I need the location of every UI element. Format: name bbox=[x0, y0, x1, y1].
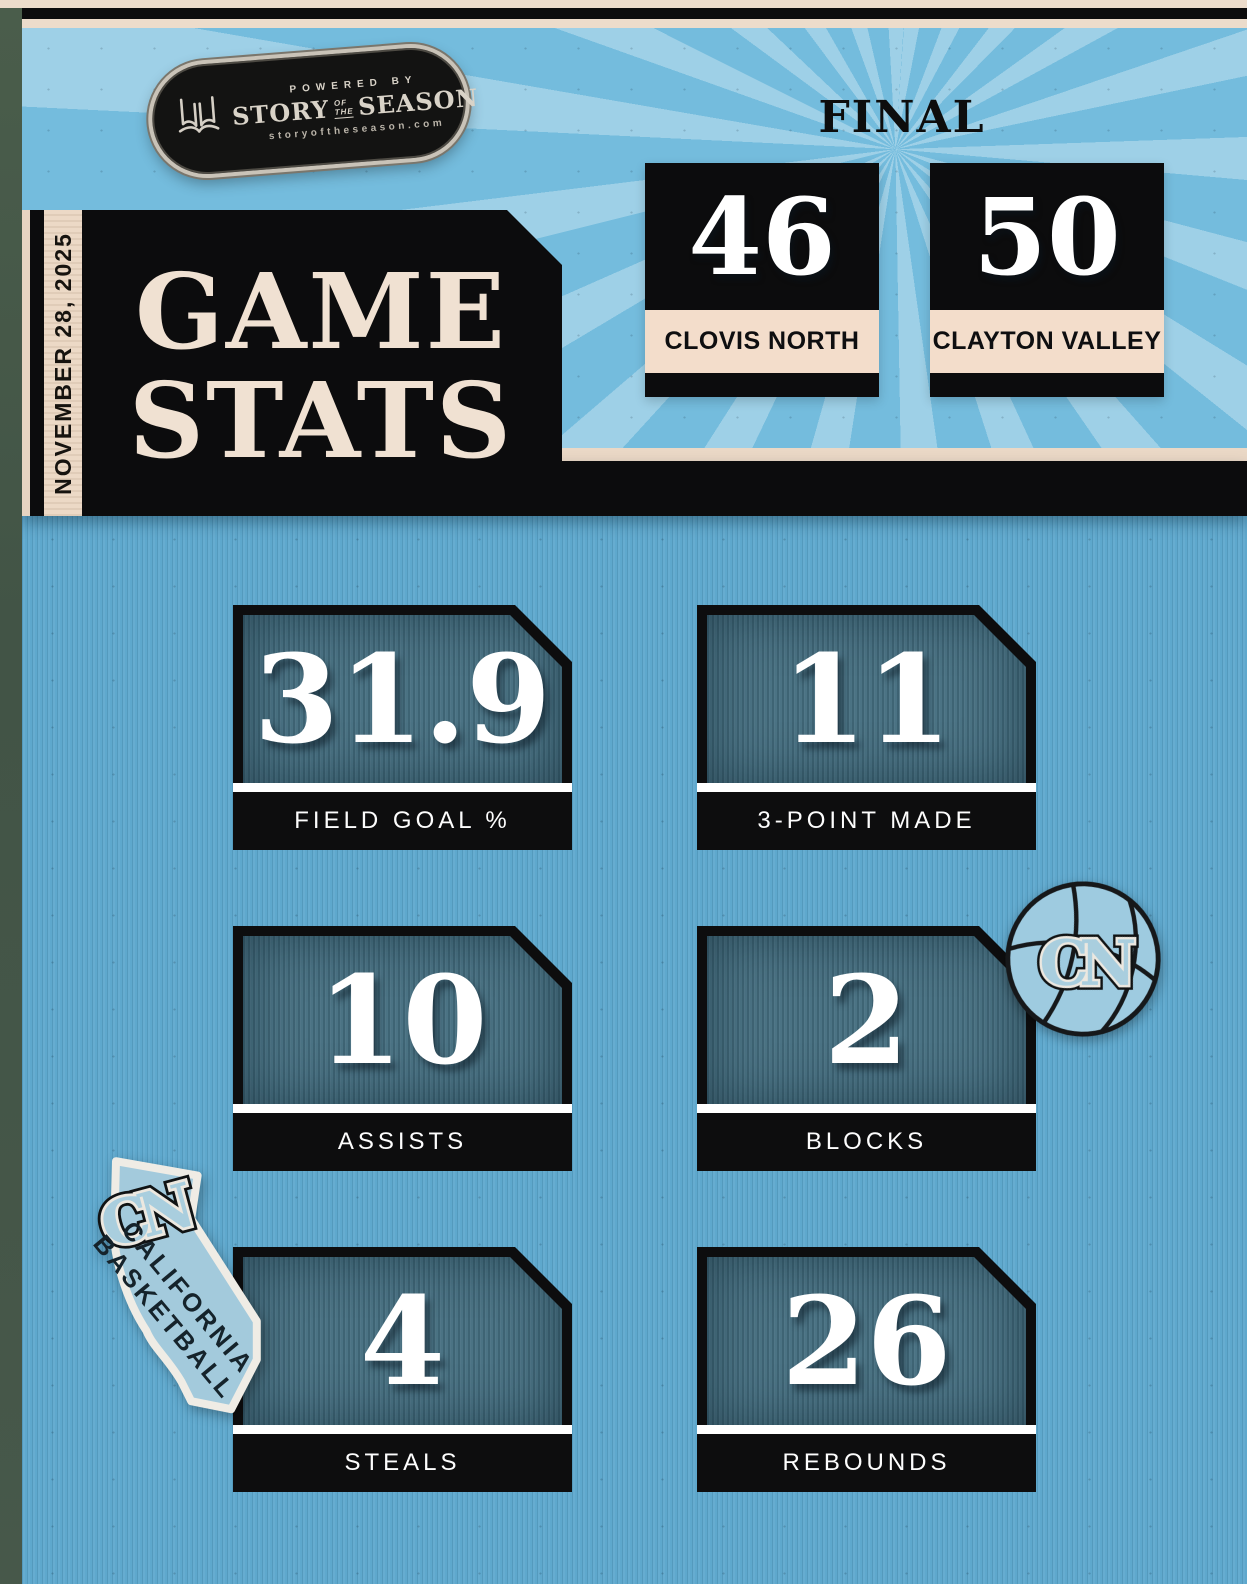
top-border-cream-inner bbox=[22, 19, 1247, 28]
page-title-line1: GAME bbox=[135, 249, 507, 373]
stat-label: BLOCKS bbox=[805, 1128, 928, 1155]
left-edge-strip bbox=[0, 8, 22, 1584]
stat-card-assists: 10 ASSISTS bbox=[233, 926, 572, 1171]
stat-card-panel bbox=[707, 1257, 1026, 1425]
top-border-cream bbox=[0, 0, 1247, 8]
score-box-away: 46 CLOVIS NORTH bbox=[645, 163, 879, 397]
stat-divider bbox=[697, 783, 1036, 792]
stat-label: FIELD GOAL % bbox=[294, 807, 511, 834]
date-strip: NOVEMBER 28, 2025 bbox=[44, 210, 82, 516]
cn-monogram: CN bbox=[1039, 926, 1134, 1000]
badge-brand-of-the: OF THE bbox=[333, 97, 355, 119]
stat-card-panel bbox=[707, 615, 1026, 783]
stat-label: REBOUNDS bbox=[782, 1449, 951, 1476]
stat-divider bbox=[233, 1425, 572, 1434]
california-sticker: CN CN CN CALIFORNIA BASKETBALL bbox=[76, 1148, 268, 1448]
stat-value: 10 bbox=[317, 948, 488, 1092]
stat-divider bbox=[697, 1104, 1036, 1113]
stat-card-blocks: 2 BLOCKS bbox=[697, 926, 1036, 1171]
stat-divider bbox=[233, 1104, 572, 1113]
powered-by-badge: POWERED BY STORY OF THE SEASON storyofth… bbox=[143, 39, 479, 183]
stat-label: ASSISTS bbox=[337, 1128, 468, 1155]
stat-label: 3-POINT MADE bbox=[757, 807, 976, 834]
california-shape-icon bbox=[109, 1157, 261, 1414]
title-box-cream-edge bbox=[22, 210, 30, 516]
stat-card-rebounds: 26 REBOUNDS bbox=[697, 1247, 1036, 1492]
title-box: NOVEMBER 28, 2025 GAME STATS bbox=[22, 210, 562, 516]
top-border-black bbox=[22, 8, 1247, 19]
stat-value: 26 bbox=[781, 1269, 952, 1413]
page-title-line2: STATS bbox=[128, 359, 514, 482]
final-status: FINAL bbox=[818, 92, 986, 143]
basketball-icon bbox=[1005, 881, 1161, 1037]
away-team-name: CLOVIS NORTH bbox=[645, 310, 879, 373]
stat-divider bbox=[233, 783, 572, 792]
stat-value: 11 bbox=[781, 627, 952, 771]
page-title: GAME STATS bbox=[86, 210, 556, 516]
stats-grid: 31.9 FIELD GOAL % 11 3-POINT MADE 10 ASS… bbox=[233, 605, 1036, 1492]
stat-card-field-goal-pct: 31.9 FIELD GOAL % bbox=[233, 605, 572, 850]
stat-card-panel bbox=[707, 936, 1026, 1104]
home-score: 50 bbox=[973, 174, 1121, 299]
stat-value: 31.9 bbox=[253, 627, 552, 771]
away-score: 46 bbox=[688, 174, 836, 299]
divider-cream-line bbox=[560, 448, 1247, 461]
game-date: NOVEMBER 28, 2025 bbox=[49, 231, 76, 495]
basketball-sticker: CN CN CN bbox=[985, 861, 1182, 1058]
stat-card-3pt-made: 11 3-POINT MADE bbox=[697, 605, 1036, 850]
badge-text-block: POWERED BY STORY OF THE SEASON storyofth… bbox=[230, 70, 480, 145]
open-book-icon bbox=[170, 89, 226, 150]
stat-card-panel bbox=[243, 1257, 562, 1425]
stat-divider bbox=[697, 1425, 1036, 1434]
badge-brand-story: STORY bbox=[231, 94, 331, 131]
score-box-home: 50 CLAYTON VALLEY bbox=[930, 163, 1164, 397]
home-team-name: CLAYTON VALLEY bbox=[930, 310, 1164, 373]
stat-card-panel bbox=[243, 936, 562, 1104]
stat-card-steals: 4 STEALS bbox=[233, 1247, 572, 1492]
stat-value: 4 bbox=[360, 1269, 445, 1413]
stat-label: STEALS bbox=[344, 1449, 461, 1476]
stat-value: 2 bbox=[824, 948, 909, 1092]
stat-card-panel bbox=[243, 615, 562, 783]
